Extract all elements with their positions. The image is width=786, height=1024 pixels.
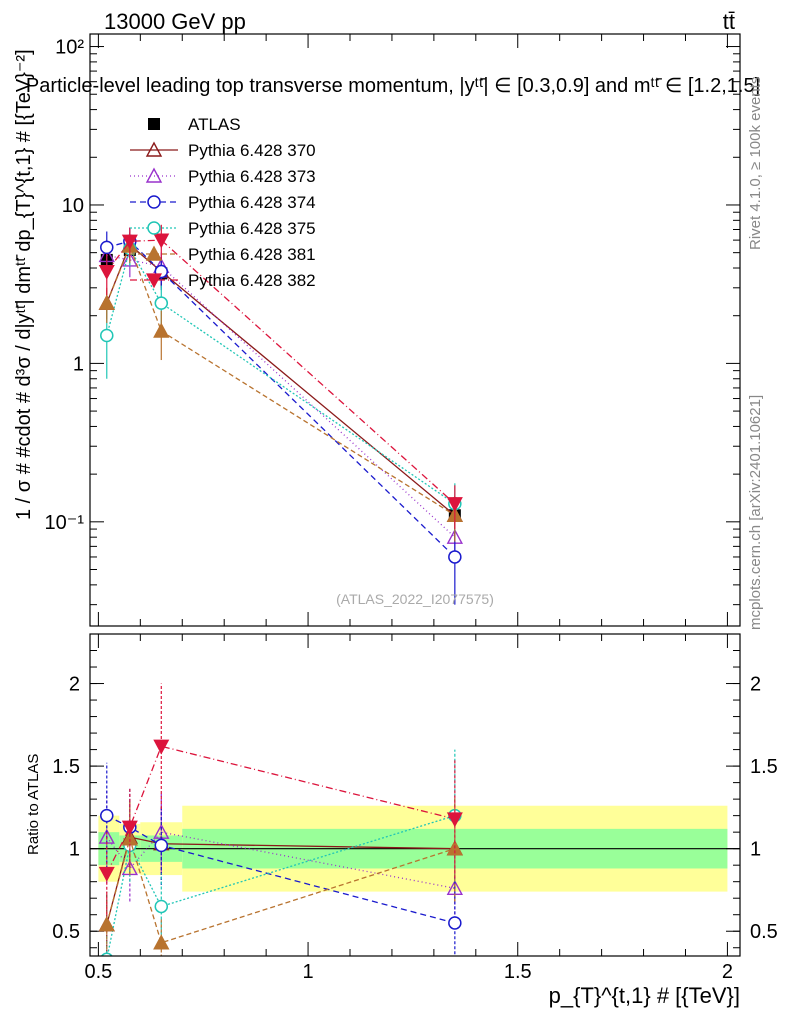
- ratio-point: [154, 838, 169, 853]
- legend-label: ATLAS: [188, 115, 241, 134]
- legend-item: Pythia 6.428 381: [130, 245, 316, 264]
- legend-item: Pythia 6.428 374: [130, 193, 316, 212]
- ratio-point: [98, 866, 115, 882]
- data-point: [154, 296, 169, 310]
- main-series-layer: [98, 224, 464, 605]
- legend-marker: [145, 141, 163, 157]
- series-line: [106, 243, 456, 516]
- ratio-point: [100, 808, 114, 823]
- energy-label: 13000 GeV pp: [104, 9, 246, 34]
- data-point: [153, 322, 170, 338]
- analysis-id: (ATLAS_2022_I2077575): [336, 591, 494, 607]
- ratio-line: [106, 831, 455, 889]
- ratio-point: [121, 820, 138, 836]
- data-point: [100, 240, 114, 255]
- data-point: [153, 233, 170, 249]
- rivet-label: Rivet 4.1.0, ≥ 100k events: [747, 77, 764, 250]
- ratio-y-tick-label-right: 2: [750, 674, 761, 696]
- main-y-tick-label: 10⁻¹: [45, 512, 85, 534]
- plot-title: Particle-level leading top transverse mo…: [26, 75, 760, 97]
- legend-item: ATLAS: [148, 115, 241, 134]
- ratio-y-tick-label: 2: [69, 674, 80, 696]
- ratio-point: [153, 934, 170, 950]
- ratio-frame: [89, 633, 741, 957]
- legend-item: Pythia 6.428 382: [130, 271, 316, 290]
- main-frame: [89, 33, 741, 627]
- legend-marker: [148, 118, 160, 130]
- ratio-y-tick-label: 0.5: [52, 921, 80, 943]
- data-point: [100, 328, 114, 343]
- main-panel: 10⁻¹ 1 10 10² (ATLAS_2022_I2077575) 1 / σ #…: [13, 33, 741, 627]
- ratio-point: [154, 899, 169, 914]
- data-point: [446, 497, 463, 513]
- legend-marker: [145, 167, 163, 183]
- x-tick-label: 2: [722, 961, 733, 983]
- legend-marker: [147, 221, 161, 235]
- x-tick-label: 1: [303, 961, 314, 983]
- ratio-uncertainty-bands: [90, 805, 740, 892]
- ratio-point: [446, 812, 463, 828]
- series-line: [106, 244, 456, 516]
- x-axis-label: p_{T}^{t,1} # [{TeV}]: [549, 983, 740, 1008]
- data-point: [98, 294, 115, 310]
- legend-label: Pythia 6.428 373: [188, 167, 316, 186]
- main-y-tick-label: 1: [73, 353, 84, 375]
- ratio-y-tick-label: 1: [69, 839, 80, 861]
- legend-marker: [147, 195, 161, 209]
- ratio-point: [98, 916, 115, 932]
- legend: ATLAS Pythia 6.428 370 Pythia 6.428 373 Pyt…: [130, 115, 316, 290]
- x-tick-label: 1.5: [504, 961, 532, 983]
- legend-label: Pythia 6.428 370: [188, 141, 316, 160]
- legend-label: Pythia 6.428 382: [188, 271, 316, 290]
- ratio-line: [106, 836, 456, 944]
- process-label: tt̄: [723, 9, 735, 34]
- legend-label: Pythia 6.428 375: [188, 219, 316, 238]
- x-tick-label: 0.5: [84, 961, 112, 983]
- ratio-line: [106, 815, 456, 924]
- legend-item: Pythia 6.428 373: [130, 167, 316, 186]
- ratio-point: [448, 916, 462, 930]
- ratio-y-tick-label-right: 0.5: [750, 921, 778, 943]
- main-y-tick-label: 10²: [55, 37, 84, 59]
- main-y-tick-label: 10: [62, 195, 84, 217]
- ratio-axes-ticks: 0.5 0.51 11.5 1.52 20.5 1 1.5 2: [52, 634, 778, 983]
- data-point: [98, 264, 115, 280]
- main-axes-ticks: 10⁻¹ 1 10 10²: [45, 34, 740, 626]
- data-point: [448, 550, 462, 564]
- mcplots-label: mcplots.cern.ch [arXiv:2401.10621]: [747, 395, 764, 630]
- ratio-series-pythia-6-428-381: [98, 795, 464, 956]
- ratio-y-tick-label-right: 1.5: [750, 756, 778, 778]
- ratio-line: [106, 836, 455, 925]
- series-line: [106, 239, 456, 505]
- ratio-y-tick-label-right: 1: [750, 839, 761, 861]
- legend-marker: [145, 273, 163, 289]
- series-line: [106, 240, 456, 558]
- main-y-axis-label: 1 / σ # #cdot # d³σ / d|yᵗᵗ̄| dmᵗᵗ̄ dp_{…: [13, 49, 35, 520]
- ratio-point: [153, 739, 170, 755]
- legend-item: Pythia 6.428 370: [130, 141, 316, 160]
- legend-label: Pythia 6.428 381: [188, 245, 316, 264]
- ratio-series-layer: [98, 683, 464, 956]
- ratio-point: [100, 952, 113, 956]
- legend-item: Pythia 6.428 375: [130, 219, 316, 238]
- ratio-series-pythia-6-428-382: [98, 683, 463, 915]
- data-point: [121, 234, 138, 250]
- ratio-y-tick-label: 1.5: [52, 756, 80, 778]
- ratio-y-axis-label: Ratio to ATLAS: [25, 754, 42, 855]
- legend-marker: [145, 245, 163, 261]
- legend-label: Pythia 6.428 374: [188, 193, 316, 212]
- ratio-panel: 0.5 0.51 11.5 1.52 20.5 1 1.5 2 Ratio to ATLAS …: [25, 633, 778, 1008]
- main-series-pythia-6-428-382: [98, 224, 463, 530]
- series-line: [106, 246, 456, 505]
